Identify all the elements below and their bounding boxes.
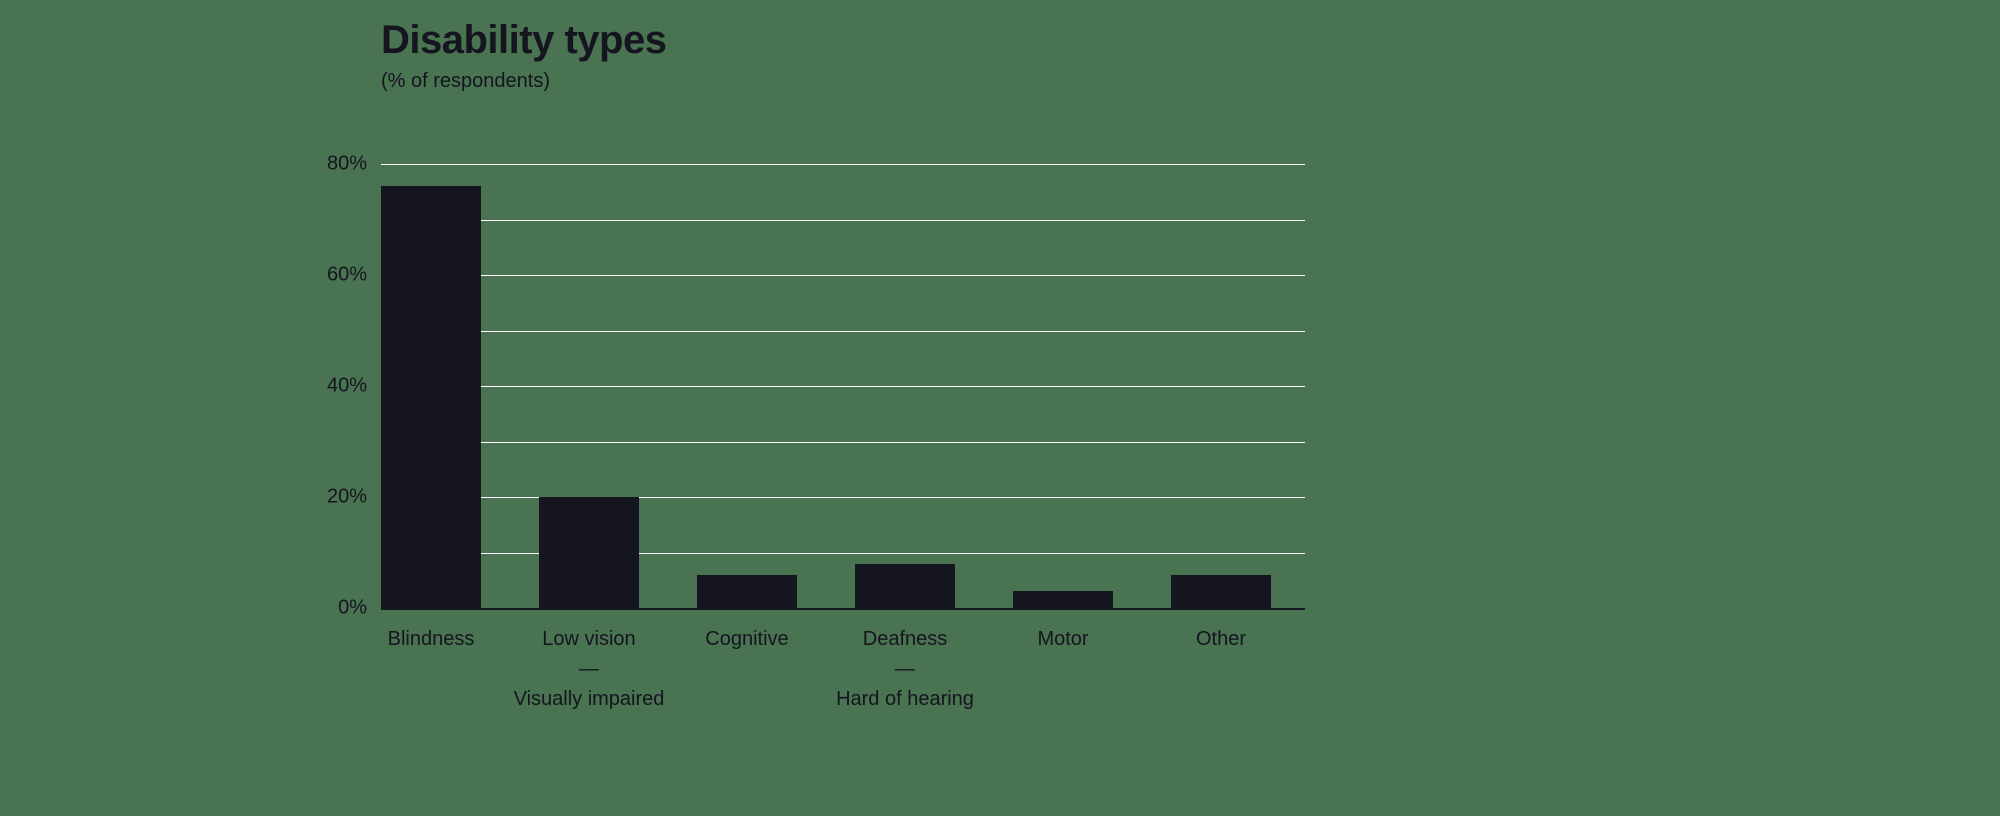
bar (1171, 575, 1271, 608)
x-axis-baseline (381, 608, 1305, 610)
x-tick-label: Blindness (388, 624, 475, 654)
bar (381, 186, 481, 608)
x-tick-label: Other (1196, 624, 1246, 654)
y-tick-label: 20% (327, 486, 367, 509)
bar (697, 575, 797, 608)
chart-plot-area: 0%20%40%60%80%BlindnessLow vision — Visu… (381, 164, 1305, 608)
chart-subtitle: (% of respondents) (381, 70, 550, 93)
y-tick-label: 40% (327, 375, 367, 398)
disability-types-chart: Disability types (% of respondents) 0%20… (0, 0, 2000, 816)
gridline (381, 386, 1305, 387)
bar (1013, 591, 1113, 608)
gridline (381, 442, 1305, 443)
gridline (381, 553, 1305, 554)
x-tick-label: Motor (1037, 624, 1088, 654)
gridline (381, 164, 1305, 165)
gridline (381, 331, 1305, 332)
gridline (381, 497, 1305, 498)
x-tick-label: Deafness — Hard of hearing (836, 624, 974, 714)
y-tick-label: 60% (327, 264, 367, 287)
bar (539, 497, 639, 608)
gridline (381, 275, 1305, 276)
x-tick-label: Cognitive (705, 624, 788, 654)
bar (855, 564, 955, 608)
gridline (381, 220, 1305, 221)
y-tick-label: 0% (338, 597, 367, 620)
chart-title: Disability types (381, 18, 666, 63)
x-tick-label: Low vision — Visually impaired (514, 624, 665, 714)
y-tick-label: 80% (327, 153, 367, 176)
